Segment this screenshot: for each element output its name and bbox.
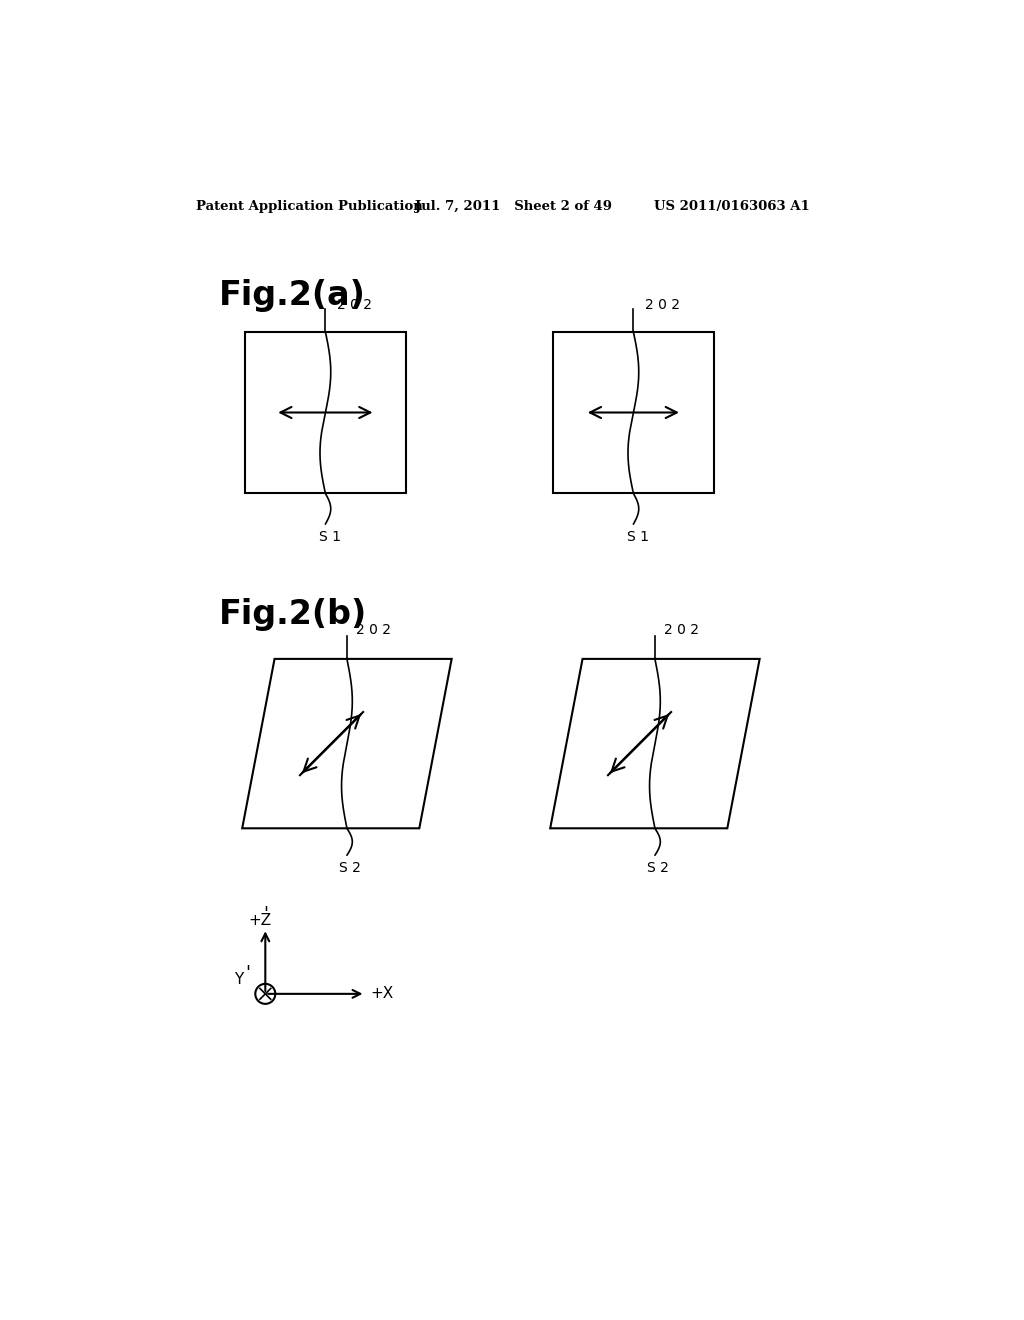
Text: Jul. 7, 2011   Sheet 2 of 49: Jul. 7, 2011 Sheet 2 of 49 bbox=[416, 199, 612, 213]
Text: +X: +X bbox=[370, 986, 393, 1002]
Text: US 2011/0163063 A1: US 2011/0163063 A1 bbox=[654, 199, 810, 213]
Text: 2 0 2: 2 0 2 bbox=[665, 623, 699, 638]
Text: 2 0 2: 2 0 2 bbox=[356, 623, 391, 638]
Text: +Z: +Z bbox=[249, 913, 271, 928]
Text: ': ' bbox=[246, 964, 250, 982]
Text: S 2: S 2 bbox=[339, 861, 361, 875]
Text: Fig.2(b): Fig.2(b) bbox=[219, 598, 368, 631]
Text: Patent Application Publication: Patent Application Publication bbox=[196, 199, 423, 213]
Text: Fig.2(a): Fig.2(a) bbox=[219, 279, 366, 312]
Text: ': ' bbox=[263, 904, 268, 923]
Text: S 1: S 1 bbox=[319, 531, 341, 544]
Text: S 2: S 2 bbox=[647, 861, 669, 875]
Text: 2 0 2: 2 0 2 bbox=[337, 298, 372, 312]
Text: S 1: S 1 bbox=[628, 531, 649, 544]
Text: Y: Y bbox=[234, 973, 244, 987]
Text: 2 0 2: 2 0 2 bbox=[645, 298, 680, 312]
